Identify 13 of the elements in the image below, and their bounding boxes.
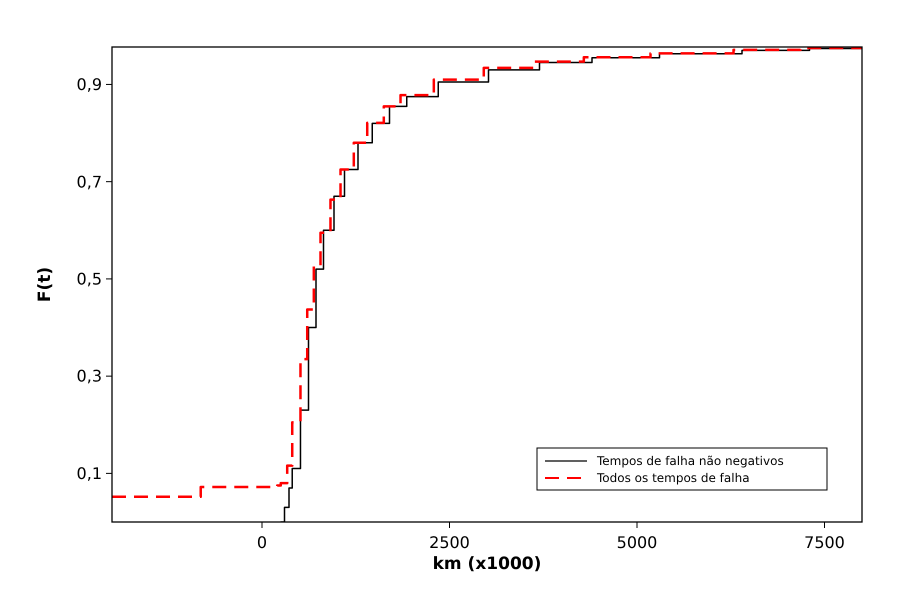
legend-label: Tempos de falha não negativos [596,454,784,468]
y-tick-label: 0,1 [76,464,102,483]
y-tick-label: 0,3 [76,366,102,386]
x-tick-label: 2500 [429,533,470,552]
x-tick-label: 0 [256,533,268,552]
y-tick-label: 0,9 [76,75,102,94]
x-axis-title: km (x1000) [432,554,542,574]
x-tick-label: 5000 [616,533,658,552]
legend-label: Todos os tempos de falha [596,471,750,486]
y-tick-label: 0,7 [76,172,102,192]
x-tick-label: 7500 [804,533,845,552]
y-tick-label: 0,5 [76,270,102,289]
y-axis-title: F(t) [35,266,55,302]
